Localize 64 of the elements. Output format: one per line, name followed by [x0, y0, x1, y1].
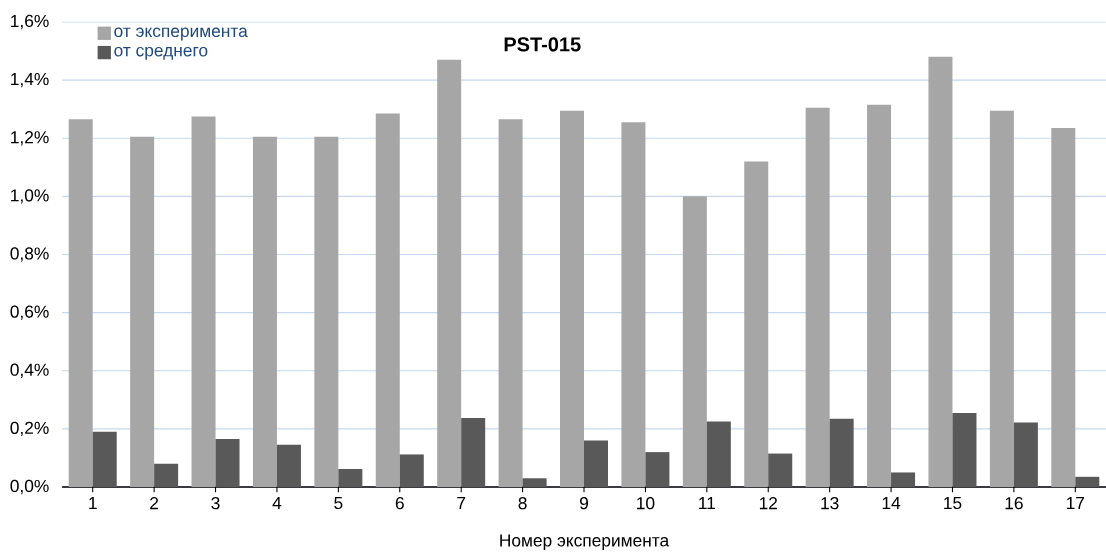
x-tick-label: 12 [759, 497, 777, 510]
bar [338, 468, 363, 487]
y-tick-label: 0,6% [10, 305, 49, 320]
bar [1075, 476, 1100, 487]
bar [375, 113, 400, 487]
y-tick-label: 0,8% [10, 247, 49, 262]
x-tick-label: 15 [944, 497, 962, 510]
x-tick-label: 16 [1005, 497, 1023, 510]
x-tick-label: 5 [334, 497, 343, 510]
bar [645, 452, 670, 487]
x-tick-label: 9 [580, 497, 589, 510]
y-tick-label: 1,4% [11, 73, 49, 88]
bar [437, 59, 462, 487]
bar [621, 122, 646, 487]
bar [399, 454, 424, 487]
bar [744, 161, 769, 487]
bar [68, 119, 93, 487]
bar [314, 136, 339, 487]
x-tick-label: 1 [89, 497, 97, 509]
x-tick-label: 4 [272, 497, 282, 509]
y-tick-label: 0,4% [10, 363, 49, 378]
bar [706, 421, 731, 487]
y-tick-label: 1,2% [11, 131, 49, 146]
bar [215, 439, 240, 487]
bar [498, 119, 523, 487]
bar [952, 412, 977, 487]
bar [891, 472, 916, 487]
bar [252, 136, 277, 487]
x-tick-label: 7 [457, 497, 466, 509]
bar [522, 478, 547, 487]
bar [584, 440, 609, 487]
bar [768, 453, 793, 487]
x-axis-title: Номер эксперимента [500, 534, 670, 550]
legend-label: от эксперимента [114, 27, 248, 41]
y-tick-label: 1,0% [11, 189, 49, 204]
bar [989, 110, 1014, 487]
x-tick-label: 10 [637, 497, 655, 510]
bar [928, 56, 953, 487]
bar [154, 463, 179, 487]
y-tick-label: 1,6% [11, 14, 49, 30]
bar [191, 116, 216, 487]
y-tick-label: 0,0% [10, 479, 49, 495]
x-tick-label: 13 [821, 497, 839, 510]
x-tick-label: 17 [1066, 497, 1085, 509]
bar [867, 104, 892, 487]
bar [92, 431, 117, 487]
x-tick-label: 8 [518, 497, 527, 510]
bar [130, 136, 155, 487]
x-tick-label: 3 [211, 497, 220, 510]
bar [829, 418, 854, 487]
bar [276, 444, 301, 487]
x-tick-label: 2 [150, 497, 159, 510]
bar [682, 196, 707, 487]
x-tick-label: 14 [882, 497, 901, 509]
x-tick-label: 11 [699, 497, 715, 509]
bar [560, 110, 585, 487]
text: PST-015 [504, 37, 581, 52]
bar [1051, 128, 1076, 487]
bar [461, 418, 486, 487]
x-tick-label: 6 [395, 497, 404, 510]
bar [1013, 422, 1038, 487]
y-tick-label: 0,2% [10, 421, 49, 437]
bar [805, 107, 830, 487]
legend-label: от среднего [114, 46, 208, 60]
